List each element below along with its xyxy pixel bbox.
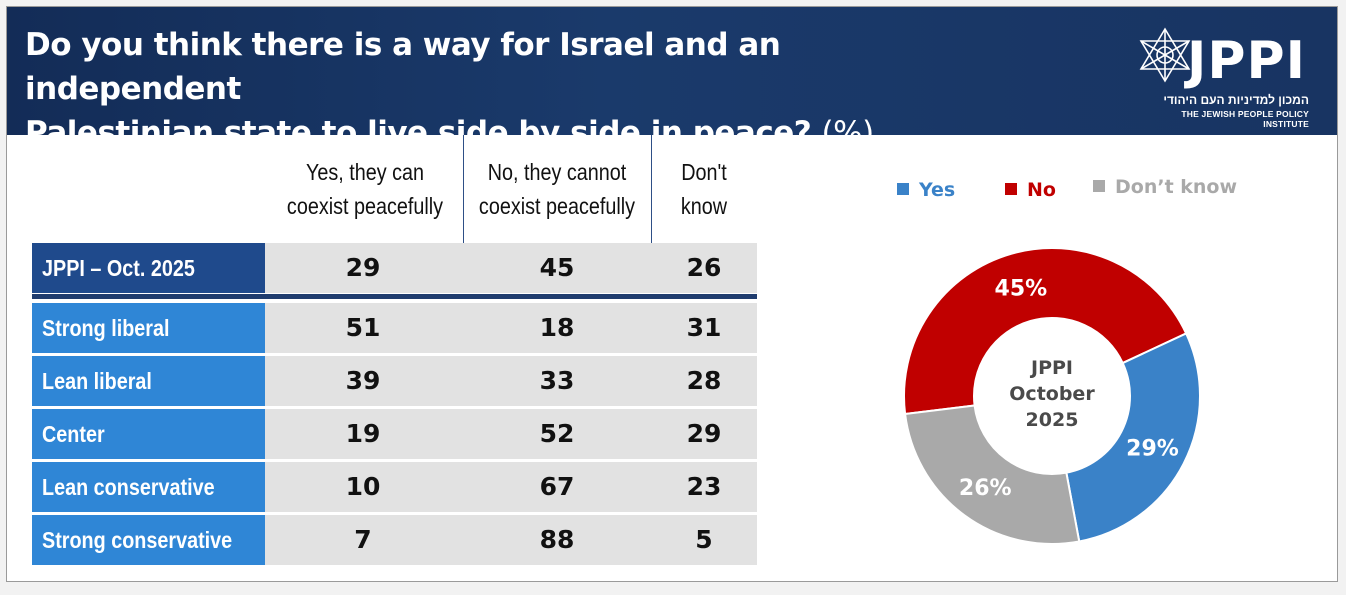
table-cell: 28	[686, 366, 722, 395]
table-cell: 67	[539, 472, 575, 501]
table-row: 39 33 28	[265, 356, 757, 406]
column-header-dont-know: Don't know	[658, 155, 749, 219]
row-label: Lean conservative	[32, 462, 265, 512]
row-label-text: JPPI – Oct. 2025	[42, 255, 195, 281]
donut-chart: 45% 29% 26% JPPI October 2025	[903, 247, 1201, 545]
title-line-1: Do you think there is a way for Israel a…	[25, 27, 781, 107]
row-label-text: Lean conservative	[42, 474, 215, 500]
table-cell: 5	[695, 525, 713, 554]
legend-item-dont-know: Don’t know	[1093, 172, 1237, 202]
column-header-yes: Yes, they can coexist peacefully	[279, 155, 451, 219]
table-row: 29 45 26	[265, 243, 757, 293]
donut-center-label: October	[1009, 383, 1095, 405]
column-header-no-line2: coexist peacefully	[478, 193, 636, 219]
column-header-yes-line1: Yes, they can	[305, 159, 425, 185]
header-banner: Do you think there is a way for Israel a…	[7, 7, 1337, 151]
slice-label-no: 45%	[995, 276, 1048, 301]
legend-swatch-yes	[897, 183, 909, 195]
row-label-text: Strong liberal	[42, 315, 170, 341]
title-line-2: Palestinian state to live side by side i…	[25, 111, 1005, 155]
slice-dont-know	[903, 404, 1081, 545]
title-line-2-text: Palestinian state to live side by side i…	[25, 115, 812, 151]
slice-label-dont-know: 26%	[959, 476, 1012, 501]
row-label-text: Lean liberal	[42, 368, 152, 394]
figure-frame: Do you think there is a way for Israel a…	[6, 6, 1338, 582]
legend-label-no: No	[1027, 179, 1056, 201]
column-header-no: No, they cannot coexist peacefully	[476, 155, 638, 219]
table-cell: 29	[686, 419, 722, 448]
table-cell: 26	[686, 253, 722, 282]
table-row: 10 67 23	[265, 462, 757, 512]
column-header-no-line1: No, they cannot	[487, 159, 627, 185]
table-cell: 19	[345, 419, 381, 448]
donut-center-label: JPPI	[1029, 357, 1073, 379]
chart-title: Do you think there is a way for Israel a…	[25, 23, 1005, 155]
table-cell: 51	[345, 313, 381, 342]
legend-item-no: No	[1005, 175, 1056, 205]
column-divider	[463, 135, 464, 243]
table-cell: 18	[539, 313, 575, 342]
legend-label-yes: Yes	[919, 179, 956, 201]
table-cell: 31	[686, 313, 722, 342]
table-cell: 88	[539, 525, 575, 554]
table-cell: 10	[345, 472, 381, 501]
table-cell: 7	[354, 525, 372, 554]
legend-label-dont-know: Don’t know	[1115, 176, 1238, 198]
slice-label-yes: 29%	[1126, 437, 1179, 462]
row-label: JPPI – Oct. 2025	[32, 243, 265, 293]
logo-wordmark: JPPI	[1187, 31, 1306, 91]
table-cell: 33	[539, 366, 575, 395]
table-cell: 52	[539, 419, 575, 448]
column-header-yes-line2: coexist peacefully	[286, 193, 444, 219]
table-row: 51 18 31	[265, 303, 757, 353]
jppi-row-separator	[32, 294, 757, 299]
column-divider	[651, 135, 652, 243]
table-cell: 23	[686, 472, 722, 501]
column-header-dont-know-line2: know	[680, 193, 728, 219]
row-label: Strong liberal	[32, 303, 265, 353]
legend-swatch-dont-know	[1093, 180, 1105, 192]
row-label: Lean liberal	[32, 356, 265, 406]
title-unit: (%)	[821, 115, 875, 151]
row-label-text: Strong conservative	[42, 527, 233, 553]
table-cell: 39	[345, 366, 381, 395]
column-header-dont-know-line1: Don't	[681, 159, 727, 185]
row-label: Strong conservative	[32, 515, 265, 565]
row-label-text: Center	[42, 421, 105, 447]
star-of-david-icon	[1139, 27, 1191, 83]
legend-swatch-no	[1005, 183, 1017, 195]
table-row: 19 52 29	[265, 409, 757, 459]
logo-english-text: THE JEWISH PEOPLE POLICY INSTITUTE	[1181, 109, 1309, 129]
slice-no	[903, 247, 1188, 416]
table-row: 7 88 5	[265, 515, 757, 565]
table-cell: 29	[345, 253, 381, 282]
donut-center-label: 2025	[1026, 409, 1079, 431]
row-label: Center	[32, 409, 265, 459]
slice-yes	[1065, 332, 1201, 543]
table-cell: 45	[539, 253, 575, 282]
jppi-logo: JPPI המכון למדיניות העם היהודי THE JEWIS…	[1137, 19, 1317, 129]
logo-hebrew-text: המכון למדיניות העם היהודי	[1163, 93, 1309, 107]
legend-item-yes: Yes	[897, 175, 955, 205]
